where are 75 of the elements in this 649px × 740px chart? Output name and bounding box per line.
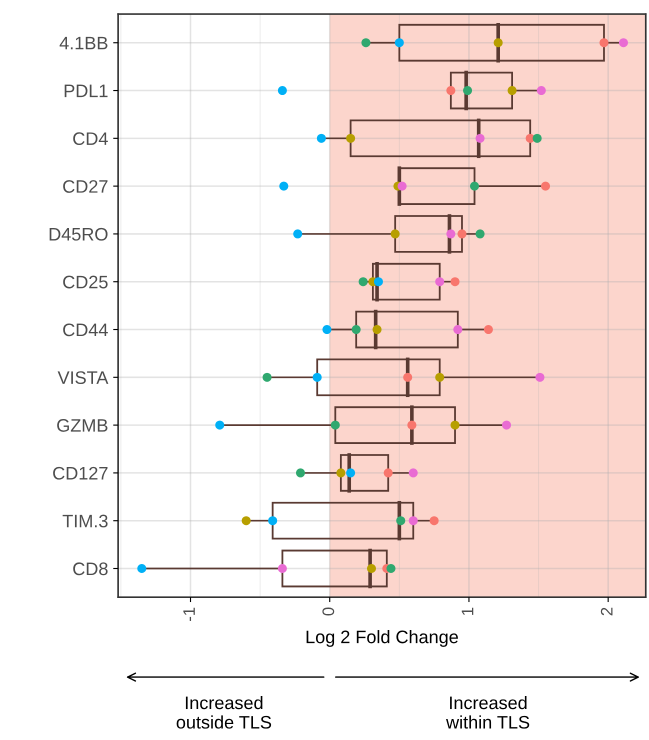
point [268,516,278,526]
point [408,468,418,478]
point [476,134,485,143]
point [446,229,456,238]
x-tick-label: 2 [600,608,612,616]
point [446,86,456,96]
point [470,182,480,191]
point [396,516,406,526]
y-tick-label: CD4 [73,132,108,146]
point [386,564,396,573]
point [463,86,472,96]
point [372,325,382,334]
point [532,134,542,143]
point [278,564,287,573]
point [408,516,418,526]
y-tick-label: TIM.3 [62,514,108,528]
point [398,182,407,191]
point [502,420,512,430]
point [535,372,544,382]
y-tick-label: CD25 [63,276,108,288]
point [346,134,356,143]
point [279,182,288,191]
point [384,468,393,478]
point [312,372,322,382]
point [296,468,305,478]
point [450,277,460,286]
point [618,38,628,48]
point [599,38,608,48]
point [374,277,383,286]
point [278,86,287,96]
point [361,38,370,48]
x-axis-title: Log 2 Fold Change [306,630,458,647]
y-tick-label: CD8 [73,562,108,576]
point [358,277,368,286]
point [430,516,439,526]
point [407,420,416,430]
point [322,325,332,334]
x-tick-label: 1 [462,608,474,615]
y-tick-label: CD127 [53,466,108,480]
text: Increased outside TLS [176,696,272,729]
point [394,38,404,48]
point [293,229,302,238]
y-tick-label: CD27 [63,180,108,193]
text: Increased within TLS [446,696,530,729]
point [330,420,340,430]
point [390,229,400,238]
y-tick-label: PDL1 [64,84,108,98]
y-tick-label: GZMB [57,419,108,432]
point [435,277,444,286]
point [457,229,466,238]
point [450,420,460,430]
point [215,420,224,430]
point [242,516,251,526]
y-tick-label: 4.1BB [60,36,108,50]
point [403,372,412,382]
point [336,468,346,478]
point [541,182,550,191]
y-tick-label: D45RO [50,228,108,241]
point [262,372,272,382]
y-tick-label: CD44 [63,323,108,336]
point [435,372,444,382]
point [352,325,361,334]
point [366,564,376,573]
point [484,325,493,334]
x-tick-label: -1 [183,608,195,621]
point [494,38,503,48]
point [453,325,462,334]
point [536,86,546,96]
point [508,86,517,96]
point [476,229,485,238]
point [137,564,146,573]
point [346,468,356,478]
y-tick-label: VISTA [58,371,108,384]
x-tick-label: 0 [322,608,334,616]
point [316,134,326,143]
